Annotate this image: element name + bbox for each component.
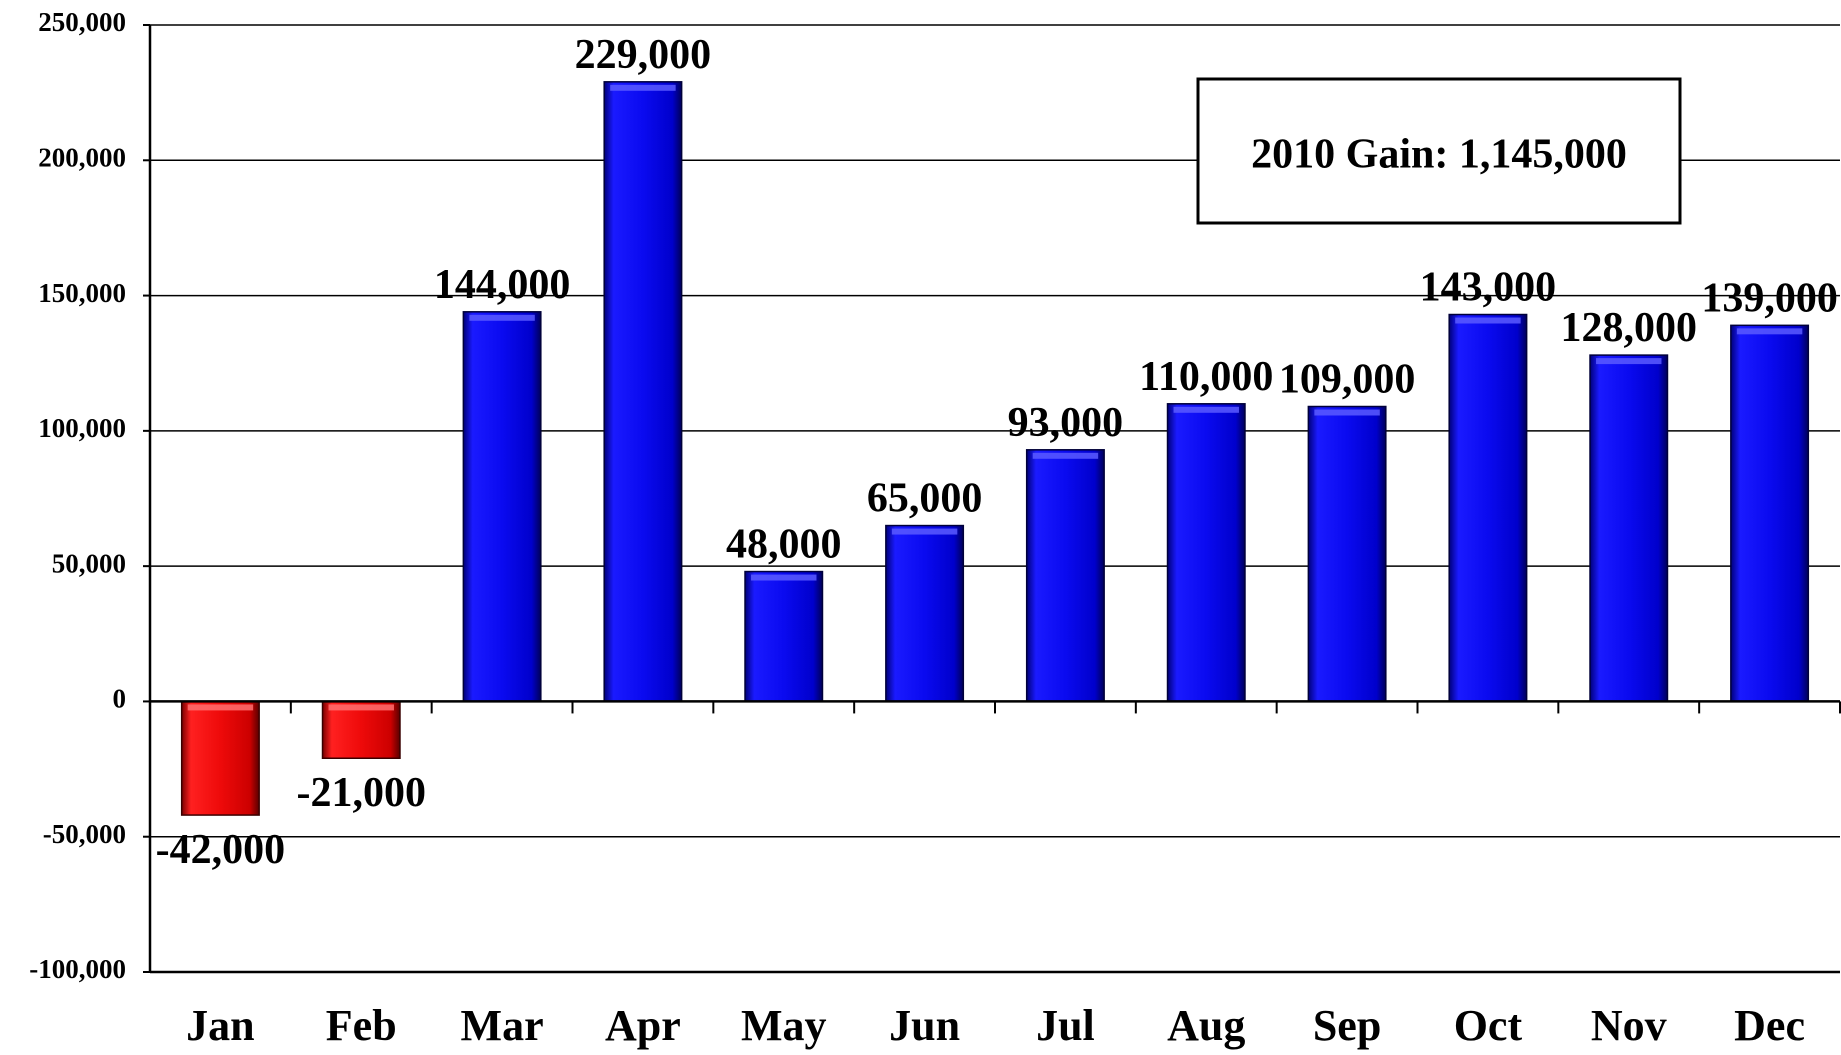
bar-bevel — [1455, 317, 1521, 324]
bar-oct — [1448, 313, 1528, 703]
data-label: 109,000 — [1279, 357, 1416, 403]
bar-jun — [885, 524, 965, 703]
annotation-text: 2010 Gain: 1,145,000 — [1251, 132, 1627, 178]
data-label: 143,000 — [1420, 265, 1557, 311]
x-tick-label: Feb — [326, 1001, 397, 1050]
bar-apr — [603, 81, 683, 703]
x-tick-label: Dec — [1734, 1001, 1805, 1050]
bar-bevel — [751, 574, 817, 581]
axes — [143, 24, 1841, 974]
annotation-box — [1196, 77, 1682, 225]
bar-bevel — [1596, 358, 1662, 365]
y-tick-label: 0 — [113, 684, 127, 714]
x-tick-label: Oct — [1454, 1001, 1523, 1050]
x-tick-label: Sep — [1313, 1001, 1381, 1050]
bar-bevel — [610, 84, 676, 91]
y-tick-label: 100,000 — [38, 413, 126, 443]
bar-bevel — [328, 704, 394, 711]
x-tick-label: Mar — [461, 1001, 544, 1050]
bar-dec — [1730, 324, 1810, 703]
bar-jan — [180, 700, 260, 816]
bar-bevel — [1173, 406, 1239, 413]
bar-bevel — [1314, 409, 1380, 416]
data-label: 65,000 — [867, 476, 983, 522]
bar-nov — [1589, 354, 1669, 703]
x-tick-label: Apr — [605, 1001, 681, 1050]
y-tick-label: -100,000 — [29, 954, 126, 984]
bar-aug — [1166, 403, 1246, 703]
gridlines — [150, 24, 1840, 838]
data-label: 93,000 — [1008, 400, 1124, 446]
data-label: 110,000 — [1139, 354, 1273, 400]
x-tick-label: May — [741, 1001, 827, 1050]
bar-mar — [462, 311, 542, 703]
data-label: -21,000 — [297, 770, 427, 816]
x-tick-label: Jul — [1036, 1001, 1095, 1050]
data-label: 139,000 — [1701, 275, 1838, 321]
bar-jul — [1025, 449, 1105, 703]
y-tick-label: 200,000 — [38, 142, 126, 172]
x-tick-label: Aug — [1167, 1001, 1245, 1050]
bar-bevel — [891, 528, 958, 535]
y-tick-label: 250,000 — [38, 7, 126, 37]
y-tick-label: 50,000 — [52, 548, 126, 578]
annotation: 2010 Gain: 1,145,000 — [1196, 77, 1682, 225]
bar-feb — [321, 700, 401, 759]
data-label: -42,000 — [156, 827, 286, 873]
y-tick-label: -50,000 — [43, 819, 126, 849]
y-tick-label: 150,000 — [38, 278, 126, 308]
data-label: 128,000 — [1561, 305, 1698, 351]
data-label: 229,000 — [575, 32, 712, 78]
x-tick-label: Nov — [1591, 1001, 1667, 1050]
data-label: 144,000 — [434, 262, 571, 308]
bar-bevel — [187, 704, 254, 711]
bar-bevel — [1032, 452, 1099, 459]
data-label: 48,000 — [726, 522, 842, 568]
bar-sep — [1307, 405, 1387, 703]
bar-bevel — [1736, 328, 1803, 335]
x-tick-label: Jun — [889, 1001, 960, 1050]
bars — [180, 81, 1810, 816]
bar-may — [744, 570, 824, 703]
x-tick-label: Jan — [186, 1001, 254, 1050]
labels: 250,000 200,000 150,000 100,000 50,000 0 -50,0… — [29, 7, 1838, 1050]
bar-bevel — [469, 314, 535, 321]
